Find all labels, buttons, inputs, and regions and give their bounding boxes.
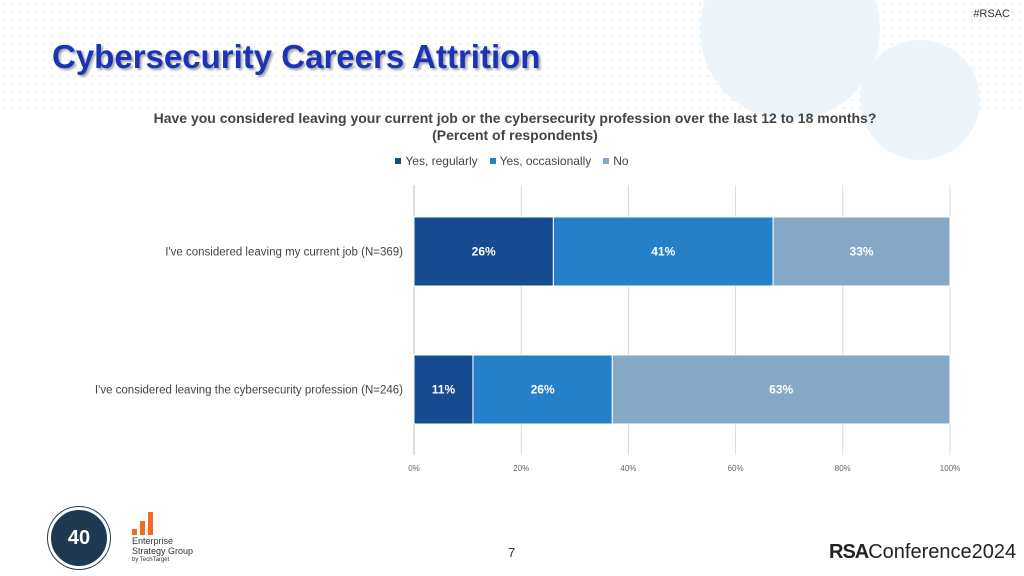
- category-label: I've considered leaving the cybersecurit…: [95, 385, 403, 397]
- esg-text: by TechTarget: [132, 557, 170, 563]
- anniversary-seal-logo: 40: [48, 507, 110, 569]
- x-tick-label: 20%: [513, 464, 529, 473]
- legend: Yes, regularly Yes, occasionally No: [0, 154, 1024, 168]
- legend-swatch: [395, 158, 402, 164]
- rsa-year: 2024: [971, 541, 1017, 563]
- legend-label: Yes, regularly: [405, 154, 478, 168]
- esg-text: Enterprise: [132, 536, 174, 546]
- category-label: I've considered leaving my current job (…: [165, 247, 403, 259]
- bar-segment: [772, 216, 951, 287]
- chart-title: Have you considered leaving your current…: [153, 110, 877, 143]
- legend-item: Yes, regularly: [395, 154, 478, 168]
- bar-segment: [611, 354, 951, 425]
- data-label: 26%: [472, 245, 496, 259]
- legend-swatch: [489, 158, 496, 164]
- esg-bars-icon: [132, 512, 153, 535]
- data-label: 63%: [769, 383, 793, 397]
- legend-label: Yes, occasionally: [499, 154, 592, 168]
- bar-segment: [552, 216, 774, 287]
- rsa-brand: RSA: [829, 541, 869, 563]
- x-tick-label: 40%: [620, 464, 636, 473]
- rsa-conference-logo: RSAConference2024: [829, 541, 1016, 564]
- bar-segment: [472, 354, 613, 425]
- background-circle: [860, 40, 980, 160]
- page-number: 7: [508, 545, 516, 560]
- slide-title: Cybersecurity Careers Attrition: [52, 38, 541, 75]
- esg-text: Strategy Group: [132, 546, 194, 556]
- x-tick-label: 80%: [835, 464, 851, 473]
- bar-segment: [413, 354, 474, 425]
- data-label: 41%: [651, 245, 675, 259]
- x-tick-label: 0%: [408, 464, 420, 473]
- esg-logo: Enterprise Strategy Group by TechTarget: [132, 512, 193, 564]
- legend-item: Yes, occasionally: [489, 154, 592, 168]
- legend-swatch: [603, 158, 610, 164]
- x-tick-label: 100%: [940, 464, 960, 473]
- legend-item: No: [603, 154, 629, 168]
- data-label: 26%: [531, 383, 555, 397]
- hashtag: #RSAC: [973, 8, 1010, 20]
- legend-label: No: [613, 154, 629, 168]
- x-tick-label: 60%: [728, 464, 744, 473]
- bar-segment: [413, 216, 554, 287]
- rsa-conf: Conference: [868, 541, 972, 563]
- data-label: 11%: [432, 383, 456, 397]
- data-label: 33%: [850, 245, 874, 259]
- seal-text: 40: [67, 527, 91, 549]
